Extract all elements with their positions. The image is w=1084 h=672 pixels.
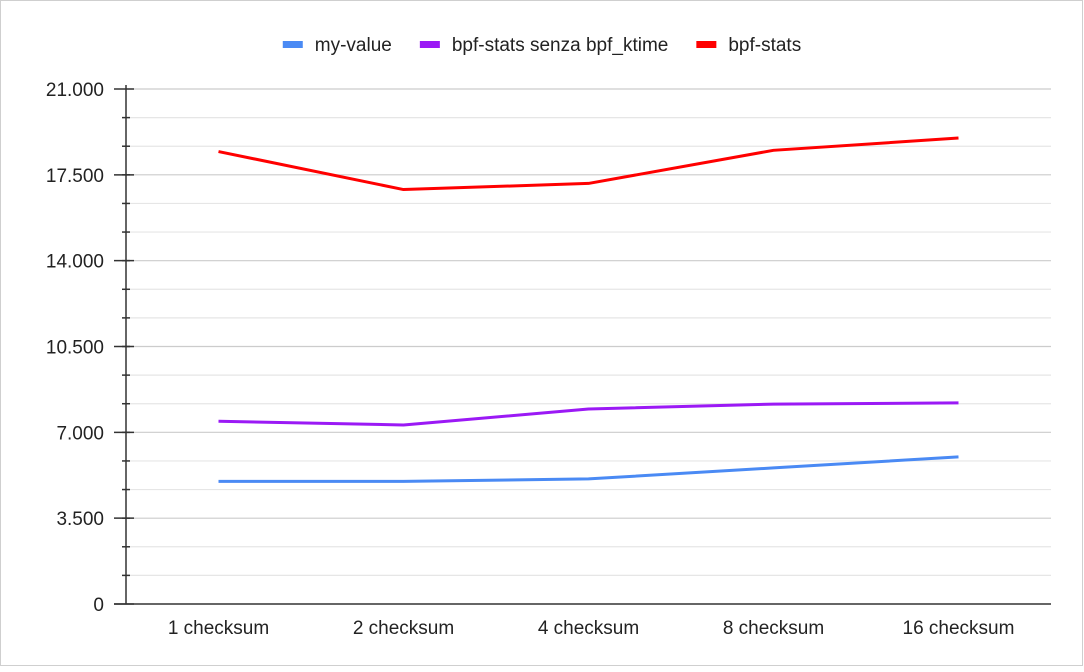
legend-label: bpf-stats — [728, 35, 801, 56]
x-tick-label: 4 checksum — [538, 618, 639, 639]
axis-layer: 0 3.500 7.000 10.500 14.000 17.500 21.000 1 che… — [46, 80, 1051, 639]
y-tick-label: 21.000 — [46, 80, 104, 101]
legend-swatch — [419, 41, 440, 48]
x-tick-label: 8 checksum — [723, 618, 824, 639]
legend-label: bpf-stats senza bpf_ktime — [452, 35, 669, 56]
y-tick-label: 7.000 — [56, 423, 104, 444]
y-tick-label: 17.500 — [46, 166, 104, 187]
grid-layer — [126, 88, 1051, 576]
y-tick-label: 14.000 — [46, 252, 104, 273]
legend: my-value bpf-stats senza bpf_ktime bpf-sta… — [282, 35, 801, 56]
series-line-my-value — [218, 455, 959, 483]
legend-label: my-value — [315, 35, 392, 56]
series-layer — [218, 136, 959, 483]
legend-swatch — [696, 41, 717, 48]
series-line-bpf-stats-senza-bpf-ktime — [218, 401, 959, 427]
y-tick-label: 3.500 — [56, 509, 104, 530]
x-tick-label: 16 checksum — [903, 618, 1015, 639]
x-tick-label: 1 checksum — [168, 618, 269, 639]
legend-swatch — [282, 41, 303, 48]
x-tick-label: 2 checksum — [353, 618, 454, 639]
series-line-bpf-stats — [218, 136, 959, 192]
y-tick-label: 10.500 — [46, 338, 104, 359]
y-tick-label: 0 — [93, 595, 104, 616]
